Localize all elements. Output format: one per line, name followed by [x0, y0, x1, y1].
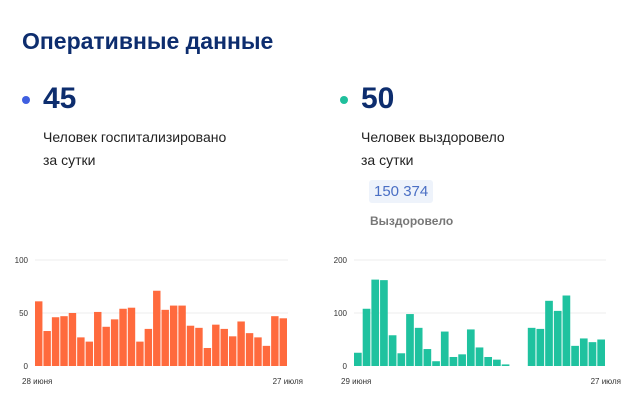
bar	[597, 339, 605, 366]
bar	[362, 308, 371, 366]
bar	[271, 316, 279, 366]
stat-label-line: за сутки	[361, 152, 414, 168]
bar	[77, 337, 85, 366]
x-end-label: 27 июля	[591, 377, 621, 386]
bar	[553, 310, 562, 366]
bar	[254, 337, 262, 366]
charts: 0 50 100 28 июня 27 июля 0 100 200 29 июня 27 июл…	[15, 256, 621, 386]
bar	[153, 290, 161, 366]
bar	[380, 280, 388, 366]
bar	[262, 345, 271, 366]
bar	[397, 353, 406, 366]
bar	[102, 326, 110, 366]
bar	[228, 336, 237, 366]
bar	[85, 341, 94, 366]
bar	[178, 305, 186, 366]
y-tick-label: 100	[334, 309, 348, 318]
bar	[458, 354, 466, 366]
bar	[354, 352, 362, 366]
bar	[203, 347, 212, 366]
bar	[562, 295, 571, 366]
bar	[371, 279, 380, 366]
bar	[212, 324, 220, 366]
bar	[414, 327, 423, 366]
bar	[51, 317, 60, 366]
bar	[493, 359, 501, 366]
bar	[545, 300, 553, 366]
x-start-label: 28 июня	[22, 377, 52, 386]
bar	[144, 328, 153, 366]
bar	[186, 325, 195, 366]
bar	[527, 327, 536, 366]
y-tick-label: 200	[334, 256, 348, 265]
bar	[279, 318, 287, 366]
stat-label: Человек госпитализировано за сутки	[43, 126, 303, 172]
bar	[119, 308, 127, 366]
bar	[579, 338, 588, 366]
bar	[110, 319, 119, 366]
bar	[161, 309, 169, 366]
bar	[245, 333, 254, 366]
bar	[136, 341, 144, 366]
y-tick-label: 0	[24, 362, 29, 371]
y-tick-label: 0	[343, 362, 348, 371]
stat-value: 50	[361, 82, 395, 115]
bullet-icon	[340, 96, 348, 104]
bar	[423, 349, 432, 366]
bar	[501, 364, 510, 366]
y-tick-label: 100	[15, 256, 29, 265]
total-recovered-label: Выздоровело	[370, 214, 454, 228]
stat-label: Человек выздоровело за сутки	[361, 126, 621, 172]
bar	[169, 305, 178, 366]
bar	[68, 313, 77, 366]
bar	[466, 329, 475, 366]
bar	[588, 342, 597, 366]
bar	[536, 328, 545, 366]
stat-label-line: Человек выздоровело	[361, 129, 505, 145]
bar	[220, 328, 228, 366]
bar	[60, 316, 68, 366]
bar	[35, 301, 43, 366]
total-recovered-badge: 150 374	[369, 180, 434, 203]
bar	[449, 356, 458, 366]
bar	[43, 331, 51, 366]
bar	[484, 356, 493, 366]
stat-label-line: за сутки	[43, 152, 96, 168]
bar	[406, 314, 414, 366]
bar	[127, 307, 136, 366]
x-end-label: 27 июля	[273, 377, 303, 386]
page-title: Оперативные данные	[22, 28, 274, 54]
bar	[237, 321, 245, 366]
stat-value: 45	[43, 82, 77, 115]
stat-label-line: Человек госпитализировано	[43, 129, 227, 145]
bar	[388, 335, 397, 366]
x-start-label: 29 июня	[341, 377, 371, 386]
y-tick-label: 50	[19, 309, 28, 318]
bar	[475, 347, 484, 366]
bar	[440, 331, 449, 366]
bullet-icon	[22, 96, 30, 104]
bar	[571, 345, 579, 366]
bar	[195, 327, 203, 366]
bar	[432, 361, 440, 366]
bar	[94, 311, 102, 366]
